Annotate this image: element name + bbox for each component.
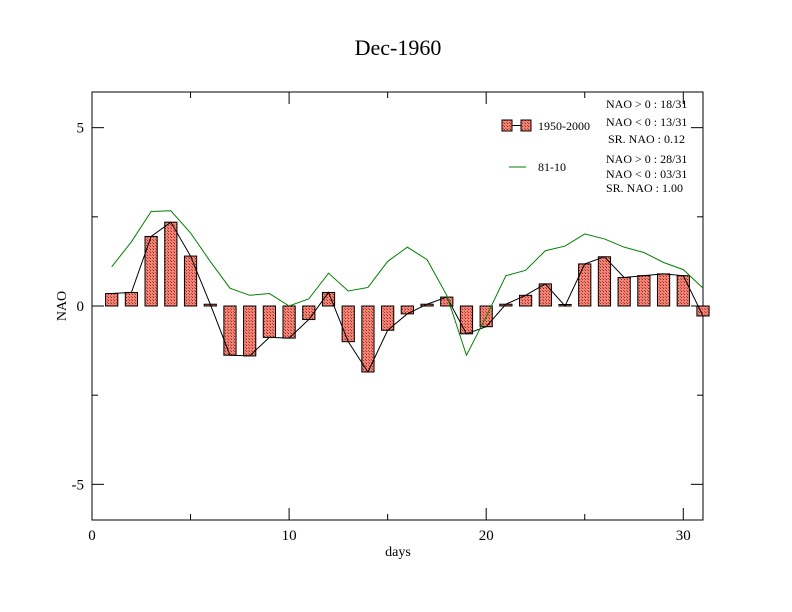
- bar-day-13: [341, 305, 355, 343]
- x-tick-label-30: 30: [676, 528, 691, 544]
- bar-day-8: [243, 305, 257, 357]
- y-tick-label-m5: -5: [72, 477, 85, 493]
- legend-series-1-label: 1950-2000: [538, 119, 590, 133]
- bar-day-26: [597, 256, 612, 307]
- bar-day-30: [676, 275, 690, 307]
- x-tick-label-20: 20: [479, 528, 494, 544]
- bar-day-4: [164, 221, 178, 307]
- lines-layer: [111, 210, 704, 374]
- bar-day-10: [282, 305, 296, 339]
- bar-day-11: [302, 305, 316, 321]
- stats-2-sr-nao: SR. NAO : 1.00: [606, 181, 683, 195]
- bar-day-3: [144, 235, 158, 307]
- bar-day-9: [262, 305, 276, 338]
- bar-day-7: [223, 305, 237, 356]
- x-tick-label-10: 10: [282, 528, 297, 544]
- bars-layer: [105, 221, 710, 373]
- x-axis-label: days: [385, 545, 411, 560]
- bar-day-27: [617, 276, 631, 307]
- series-81-10-line: [111, 210, 704, 357]
- stats-2-nao-negative: NAO < 0 : 03/31: [606, 167, 687, 181]
- stats-1-sr-nao: SR. NAO : 0.12: [608, 132, 685, 146]
- y-tick-label-5: 5: [77, 121, 85, 137]
- stats-1-nao-positive: NAO > 0 : 18/31: [606, 97, 687, 111]
- stats-2-nao-positive: NAO > 0 : 28/31: [606, 152, 687, 166]
- x-tick-label-0: 0: [88, 528, 96, 544]
- axes-layer: 0 10 20 30 -5 0 5: [72, 92, 703, 544]
- bar-day-19: [459, 305, 474, 335]
- bar-day-28: [637, 275, 651, 307]
- legend-bar-swatch-right: [520, 119, 532, 132]
- legend-series-2-label: 81-10: [538, 160, 566, 174]
- bar-day-25: [578, 263, 592, 307]
- y-tick-label-0: 0: [77, 299, 85, 315]
- bar-day-23: [538, 283, 552, 307]
- legend: 1950-2000 81-10: [501, 119, 590, 174]
- stats-block: NAO > 0 : 18/31 NAO < 0 : 13/31 SR. NAO …: [606, 97, 687, 195]
- legend-bar-swatch-left: [501, 119, 513, 132]
- bar-day-5: [183, 255, 198, 307]
- bar-day-16: [400, 305, 414, 315]
- y-axis-label: NAO: [55, 291, 70, 321]
- chart-title: Dec-1960: [355, 35, 442, 60]
- stats-1-nao-negative: NAO < 0 : 13/31: [606, 115, 687, 129]
- bar-day-1: [105, 293, 119, 307]
- bar-day-29: [656, 273, 671, 307]
- bar-day-2: [124, 291, 139, 307]
- series-1950-2000-line: [111, 221, 704, 374]
